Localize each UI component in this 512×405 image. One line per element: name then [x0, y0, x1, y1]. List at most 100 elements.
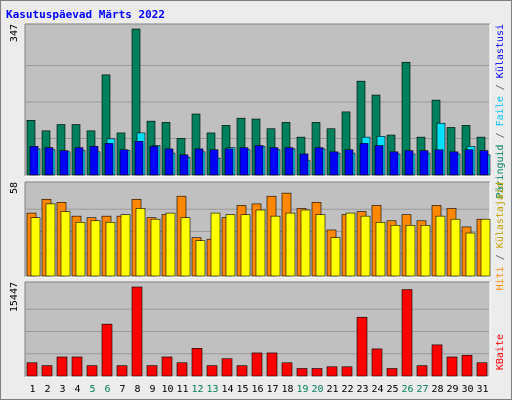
right-label-part: Külastusi: [495, 24, 506, 78]
bar-k-lastusi-day-2: [44, 147, 54, 176]
bar-k-lastajaid-day-18: [285, 212, 296, 277]
y-max-label: 15447: [9, 282, 20, 312]
bar-kbaite-day-19: [296, 368, 308, 377]
bar-k-lastusi-day-20: [314, 147, 324, 176]
bar-k-lastajaid-day-25: [390, 225, 401, 277]
bar-k-lastusi-day-8: [134, 141, 144, 176]
bar-k-lastajaid-day-23: [360, 215, 371, 277]
bar-kbaite-day-28: [431, 344, 443, 377]
day-label-24: 24: [371, 384, 383, 395]
bar-k-lastusi-day-15: [239, 147, 249, 176]
day-label-26: 26: [401, 384, 413, 395]
day-label-15: 15: [236, 384, 248, 395]
day-label-31: 31: [476, 384, 488, 395]
panel-middle: 58: [9, 181, 491, 278]
bar-kbaite-day-15: [236, 365, 248, 377]
day-label-2: 2: [44, 384, 50, 395]
right-label-middle: Hiti / Külastajaid: [495, 182, 506, 290]
bar-k-lastajaid-day-4: [75, 221, 86, 277]
bar-k-lastajaid-day-15: [240, 214, 251, 277]
bar-k-lastajaid-day-19: [300, 209, 311, 277]
bar-kbaite-day-12: [191, 348, 203, 377]
bar-k-lastajaid-day-24: [375, 221, 386, 277]
bar-kbaite-day-20: [311, 368, 323, 377]
day-label-16: 16: [251, 384, 263, 395]
bar-k-lastajaid-day-17: [270, 215, 281, 277]
bar-k-lastajaid-day-2: [45, 203, 56, 277]
panel-top: 347: [9, 23, 491, 177]
day-label-21: 21: [326, 384, 338, 395]
bar-k-lastusi-day-14: [224, 148, 234, 176]
bar-kbaite-day-11: [176, 362, 188, 377]
bar-kbaite-day-14: [221, 358, 233, 377]
bar-kbaite-day-25: [386, 368, 398, 377]
bar-kbaite-day-21: [326, 366, 338, 377]
day-label-17: 17: [266, 384, 278, 395]
bar-kbaite-day-24: [371, 348, 383, 377]
right-label-part: KBaite: [495, 334, 506, 370]
bar-k-lastusi-day-29: [449, 151, 459, 176]
day-label-3: 3: [59, 384, 65, 395]
bar-k-lastajaid-day-20: [315, 214, 326, 277]
right-label-bottom: KBaite: [495, 334, 506, 370]
bar-kbaite-day-3: [56, 356, 68, 377]
bar-k-lastusi-day-22: [344, 149, 354, 176]
day-label-12: 12: [191, 384, 203, 395]
bar-k-lastusi-day-26: [404, 150, 414, 176]
bar-k-lastusi-day-11: [179, 154, 189, 176]
day-label-22: 22: [341, 384, 353, 395]
bar-k-lastusi-day-6: [104, 143, 114, 176]
day-label-8: 8: [134, 384, 140, 395]
bar-k-lastusi-day-10: [164, 148, 174, 176]
bar-kbaite-day-5: [86, 365, 98, 377]
right-label-part: Külastajaid: [495, 182, 506, 248]
bar-k-lastajaid-day-9: [150, 218, 161, 277]
day-label-23: 23: [356, 384, 368, 395]
bar-k-lastusi-day-17: [269, 147, 279, 176]
day-label-1: 1: [29, 384, 35, 395]
bar-k-lastusi-day-24: [374, 145, 384, 176]
day-label-25: 25: [386, 384, 398, 395]
y-max-label: 347: [9, 24, 20, 42]
bar-kbaite-day-23: [356, 316, 368, 377]
day-label-27: 27: [416, 384, 428, 395]
bar-k-lastajaid-day-16: [255, 209, 266, 277]
bar-k-lastajaid-day-6: [105, 221, 116, 277]
day-label-10: 10: [161, 384, 173, 395]
bar-kbaite-day-27: [416, 365, 428, 377]
bar-k-lastusi-day-3: [59, 150, 69, 176]
day-label-20: 20: [311, 384, 323, 395]
bar-kbaite-day-9: [146, 365, 158, 377]
bar-k-lastusi-day-28: [434, 149, 444, 176]
day-label-11: 11: [176, 384, 188, 395]
day-label-28: 28: [431, 384, 443, 395]
bar-k-lastusi-day-4: [74, 147, 84, 176]
chart-title: Kasutuspäevad Märts 2022: [6, 8, 165, 21]
bar-kbaite-day-26: [401, 289, 413, 377]
bar-kbaite-day-13: [206, 365, 218, 377]
bar-kbaite-day-31: [476, 362, 488, 377]
bar-k-lastajaid-day-26: [405, 225, 416, 277]
bar-k-lastusi-day-19: [299, 153, 309, 176]
bar-k-lastajaid-day-3: [60, 211, 71, 277]
day-label-14: 14: [221, 384, 233, 395]
bar-k-lastajaid-day-11: [180, 217, 191, 277]
bar-kbaite-day-30: [461, 354, 473, 377]
bar-k-lastajaid-day-27: [420, 225, 431, 277]
bar-k-lastusi-day-16: [254, 145, 264, 176]
bar-kbaite-day-22: [341, 366, 353, 377]
day-label-30: 30: [461, 384, 473, 395]
right-label-top: Päringuid / Faile / Külastusi: [495, 24, 506, 199]
bar-k-lastusi-day-25: [389, 151, 399, 176]
right-label-part: /: [495, 248, 506, 266]
bar-k-lastajaid-day-14: [225, 214, 236, 277]
right-label-part: Päringuid: [495, 144, 506, 198]
bar-k-lastusi-day-9: [149, 146, 159, 176]
bar-k-lastusi-day-18: [284, 147, 294, 176]
day-label-13: 13: [206, 384, 218, 395]
bar-kbaite-day-29: [446, 356, 458, 377]
bar-k-lastusi-day-23: [359, 143, 369, 176]
